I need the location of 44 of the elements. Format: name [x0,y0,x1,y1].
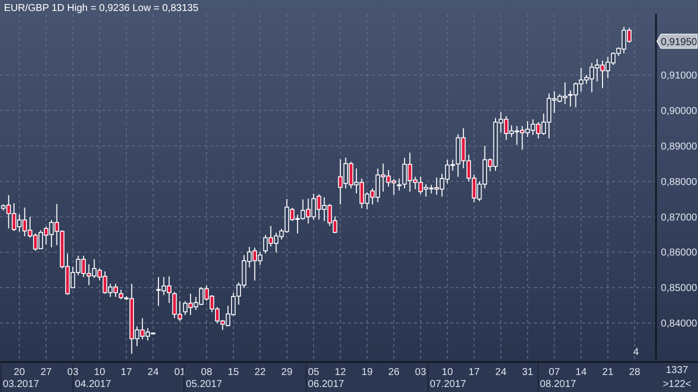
x-tick-label: 27 [40,367,52,378]
y-tick-label: 0,89000 [660,141,698,152]
candlestick [396,178,402,192]
x-tick-label: 29 [281,367,293,378]
x-tick-label: 12 [334,367,346,378]
x-tick-label: 26 [388,367,400,378]
text: 1337 [666,365,689,376]
y-tick-label: 0,85000 [660,283,698,294]
y-tick-label: 0,84000 [660,318,698,330]
y-tick-label: 0,86000 [660,248,698,259]
x-tick-label: 22 [254,367,266,378]
x-tick-label: 21 [602,367,614,378]
x-tick-label: 05 [308,367,320,378]
x-tick-label: 20 [14,367,26,378]
x-tick-label: 17 [120,367,132,378]
x-tick-label: 07 [548,367,560,378]
text: 08.2017 [540,379,577,390]
text: 06.2017 [308,379,345,390]
x-tick-label: 24 [148,367,160,378]
x-tick-label: 15 [228,367,240,378]
y-tick-label: 0,87000 [660,212,698,224]
y-tick-label: 0,90000 [660,106,698,117]
text: 03.2017 [2,379,40,390]
x-tick-label: 10 [442,367,454,378]
x-tick-label: 28 [629,367,641,378]
x-tick-label: 03 [415,367,427,378]
text: 04.2017 [74,379,112,390]
annotation: 4 [633,347,640,358]
text: 05.2017 [186,379,223,390]
x-tick-label: 01 [174,367,186,378]
text: 07.2017 [430,379,467,390]
x-tick-label: 17 [468,367,480,378]
chart-title: EUR/GBP 1D High = 0,9236 Low = 0,83135 [4,3,199,14]
x-tick-label: 24 [495,367,507,378]
x-tick-label: 19 [362,367,374,378]
y-tick-label: 0,91000 [660,70,698,82]
x-tick-label: 14 [576,367,588,378]
annotation: 0,91950 [660,36,698,48]
text: >122< [662,379,692,390]
x-tick-label: 08 [201,367,213,378]
x-tick-label: 10 [94,367,106,378]
x-tick-label: 31 [522,367,534,378]
y-tick-label: 0,88000 [660,176,698,188]
x-tick-label: 03 [67,367,79,378]
